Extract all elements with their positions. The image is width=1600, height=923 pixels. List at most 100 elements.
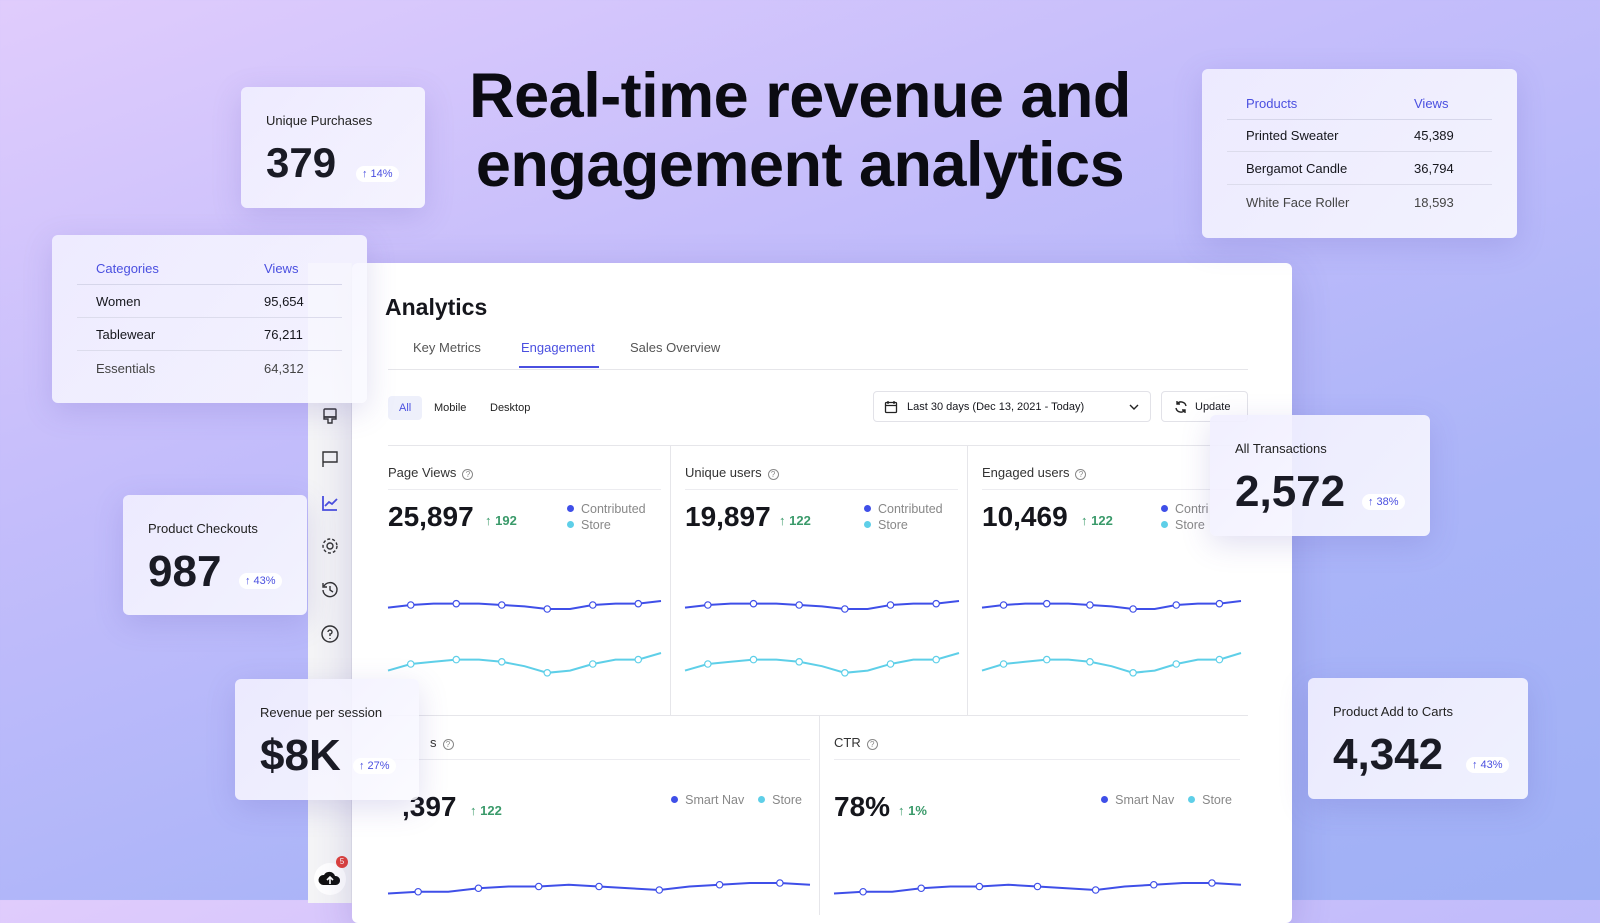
- tabs-divider: [388, 369, 1248, 370]
- data-point: [543, 669, 552, 677]
- tab-engagement[interactable]: Engagement: [519, 340, 599, 368]
- data-point: [634, 599, 643, 608]
- data-point: [886, 660, 895, 668]
- upload-cloud-button[interactable]: 5: [314, 856, 348, 895]
- series-line-store: [981, 652, 1242, 674]
- series-line-store: [387, 652, 662, 674]
- metric-title: Unique users?: [685, 465, 779, 480]
- headline: Real-time revenue and engagement analyti…: [469, 61, 1131, 200]
- data-point: [704, 660, 712, 668]
- metric-tile: s? ,397 ↑ 122 Smart Nav Store: [387, 715, 818, 915]
- data-point: [452, 599, 461, 608]
- table-row: Essentials 64,312: [96, 360, 304, 376]
- product-add-to-carts-card: Product Add to Carts 4,342 ↑ 43%: [1308, 678, 1528, 799]
- data-point: [1129, 605, 1137, 613]
- help-icon[interactable]: ?: [442, 739, 454, 750]
- metric-title: s?: [430, 735, 454, 750]
- data-point: [1208, 879, 1216, 887]
- tab-key-metrics[interactable]: Key Metrics: [413, 340, 481, 355]
- data-point: [704, 601, 712, 609]
- data-point: [1215, 599, 1224, 608]
- cloud-upload-icon: [318, 871, 341, 885]
- update-button[interactable]: Update: [1161, 391, 1248, 422]
- metric-tile: Page Views? 25,897 ↑ 192 Contributed Stor…: [387, 445, 669, 715]
- data-point: [841, 669, 849, 677]
- data-point: [1149, 880, 1158, 889]
- data-point: [655, 886, 664, 894]
- data-point: [414, 887, 422, 896]
- analytics-icon[interactable]: [320, 493, 340, 513]
- data-point: [497, 658, 506, 666]
- data-point: [859, 887, 867, 896]
- metric-legend: Smart Nav Store: [671, 792, 802, 808]
- data-point: [406, 660, 415, 668]
- table-row: Bergamot Candle 36,794: [1227, 153, 1492, 185]
- data-point: [795, 601, 803, 609]
- change-badge: ↑ 14%: [356, 166, 399, 182]
- data-point: [497, 601, 506, 609]
- table-row: White Face Roller 18,593: [1246, 194, 1454, 210]
- data-point: [595, 882, 603, 891]
- table-row: Women 95,654: [77, 286, 342, 318]
- data-point: [715, 880, 724, 889]
- data-point: [1042, 599, 1051, 608]
- metric-value: 19,897: [685, 501, 771, 532]
- data-point: [1033, 882, 1042, 891]
- help-icon[interactable]: ?: [866, 739, 878, 750]
- metric-legend: Contributed Store: [864, 501, 943, 533]
- data-point: [543, 605, 552, 613]
- data-point: [1091, 886, 1100, 894]
- flag-icon[interactable]: [320, 449, 340, 469]
- metric-tile: CTR? 78% ↑ 1% Smart Nav Store: [819, 715, 1248, 915]
- data-point: [1172, 660, 1181, 668]
- sparkline: [833, 879, 1242, 896]
- gear-icon[interactable]: [320, 536, 340, 556]
- data-point: [1215, 655, 1224, 664]
- metric-title: Engaged users?: [982, 465, 1087, 480]
- sparkline: [387, 599, 662, 677]
- series-line-contributed: [684, 600, 960, 610]
- filter-mobile[interactable]: Mobile: [434, 402, 467, 414]
- filter-desktop[interactable]: Desktop: [490, 402, 531, 414]
- data-point: [749, 599, 758, 608]
- categories-table: Categories Views Women 95,654 Tablewear 76,…: [52, 235, 367, 403]
- help-icon[interactable]: ?: [767, 469, 779, 480]
- data-point: [452, 655, 461, 664]
- data-point: [776, 879, 784, 887]
- table-row: Tablewear 76,211: [77, 319, 342, 351]
- data-point: [999, 601, 1008, 609]
- metric-value: 78%: [834, 791, 891, 822]
- tab-sales-overview[interactable]: Sales Overview: [630, 340, 721, 355]
- metric-tile: Unique users? 19,897 ↑ 122 Contributed St…: [670, 445, 966, 715]
- help-icon[interactable]: ?: [462, 469, 474, 480]
- data-point: [795, 658, 803, 666]
- filter-all[interactable]: All: [388, 396, 423, 420]
- metric-title: CTR?: [834, 735, 878, 750]
- data-point: [886, 601, 895, 609]
- product-checkouts-card: Product Checkouts 987 ↑ 43%: [123, 495, 307, 615]
- analytics-panel: Analytics Key Metrics Engagement Sales O…: [352, 263, 1292, 923]
- data-point: [975, 882, 984, 891]
- table-header: Products Views: [1227, 88, 1492, 120]
- metric-legend: Smart Nav Store: [1101, 792, 1232, 808]
- date-range-select[interactable]: Last 30 days (Dec 13, 2021 - Today): [873, 391, 1151, 422]
- data-point: [917, 884, 926, 893]
- history-icon[interactable]: [320, 580, 340, 600]
- brush-icon[interactable]: [320, 406, 340, 426]
- sparkline: [387, 879, 811, 896]
- refresh-icon: [1175, 400, 1187, 413]
- notification-badge: 5: [336, 856, 348, 868]
- help-icon[interactable]: [320, 624, 340, 644]
- data-point: [999, 660, 1008, 668]
- table-header: Categories Views: [77, 253, 342, 285]
- sparkline: [684, 599, 960, 677]
- metric-delta: ↑ 192: [485, 513, 517, 528]
- help-icon[interactable]: ?: [1075, 469, 1087, 480]
- all-transactions-card: All Transactions 2,572 ↑ 38%: [1210, 415, 1430, 536]
- data-point: [841, 605, 849, 613]
- metric-delta: ↑ 1%: [898, 803, 927, 818]
- data-point: [932, 655, 940, 664]
- revenue-per-session-card: Revenue per session $8K ↑ 27%: [235, 679, 419, 800]
- metric-legend: Contributed Store: [567, 501, 646, 533]
- table-row: Printed Sweater 45,389: [1227, 120, 1492, 152]
